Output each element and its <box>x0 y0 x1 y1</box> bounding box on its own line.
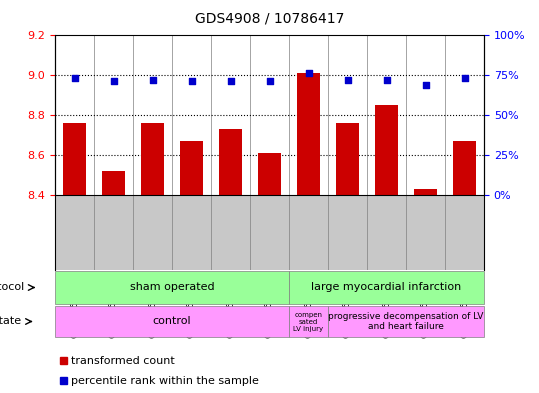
Bar <box>289 306 328 337</box>
Point <box>460 75 469 81</box>
Point <box>421 81 430 88</box>
Text: compen
sated
LV injury: compen sated LV injury <box>293 312 323 332</box>
Point <box>109 78 118 84</box>
Point <box>304 70 313 77</box>
Text: sham operated: sham operated <box>130 283 215 292</box>
Bar <box>55 35 484 195</box>
Point <box>343 77 352 83</box>
Bar <box>453 141 476 195</box>
Bar <box>141 123 164 195</box>
Bar <box>328 306 484 337</box>
Text: protocol: protocol <box>0 283 25 292</box>
Point <box>265 78 274 84</box>
Text: GDS4908 / 10786417: GDS4908 / 10786417 <box>195 12 344 26</box>
Bar <box>55 195 484 270</box>
Text: disease state: disease state <box>0 316 21 327</box>
Bar <box>289 271 484 304</box>
Bar <box>180 141 203 195</box>
Bar <box>297 73 320 195</box>
Bar <box>60 377 67 384</box>
Bar <box>336 123 359 195</box>
Bar <box>63 123 86 195</box>
Text: transformed count: transformed count <box>71 356 175 365</box>
Bar <box>102 171 125 195</box>
Point <box>148 77 157 83</box>
Bar <box>60 357 67 364</box>
Text: percentile rank within the sample: percentile rank within the sample <box>71 375 259 386</box>
Point <box>382 77 391 83</box>
Point <box>226 78 235 84</box>
Text: control: control <box>153 316 191 327</box>
Text: progressive decompensation of LV
and heart failure: progressive decompensation of LV and hea… <box>328 312 483 331</box>
Bar <box>258 153 281 195</box>
Text: large myocardial infarction: large myocardial infarction <box>312 283 461 292</box>
Bar <box>55 306 289 337</box>
Bar <box>55 271 289 304</box>
Bar <box>414 189 437 195</box>
Point <box>187 78 196 84</box>
Bar <box>375 105 398 195</box>
Bar <box>219 129 242 195</box>
Point <box>70 75 79 81</box>
